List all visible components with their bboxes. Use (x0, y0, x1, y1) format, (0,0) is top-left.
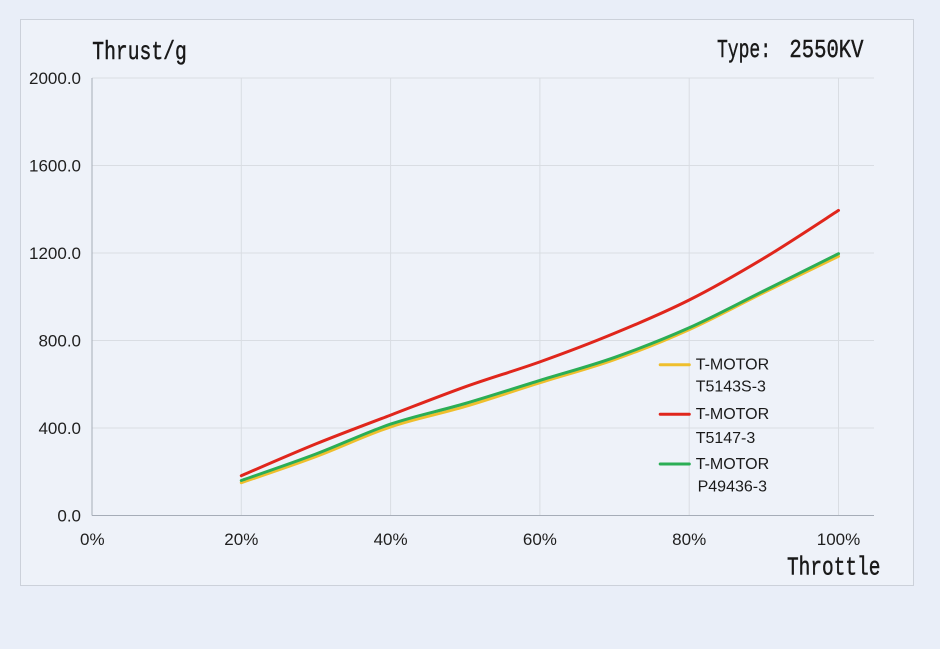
svg-text:T-MOTOR: T-MOTOR (696, 357, 769, 374)
svg-text:T5147-3: T5147-3 (696, 430, 756, 447)
svg-text:80%: 80% (672, 530, 706, 549)
svg-text:T5143S-3: T5143S-3 (696, 378, 766, 395)
svg-text:P49436-3: P49436-3 (698, 479, 767, 496)
svg-text:400.0: 400.0 (38, 419, 81, 438)
svg-text:100%: 100% (817, 530, 860, 549)
svg-text:1200.0: 1200.0 (29, 244, 81, 263)
svg-text:20%: 20% (224, 530, 258, 549)
svg-text:800.0: 800.0 (38, 332, 81, 351)
svg-text:2000.0: 2000.0 (29, 69, 81, 88)
svg-text:Type:: Type: (717, 35, 771, 65)
svg-text:40%: 40% (374, 530, 408, 549)
svg-text:Thrust/g: Thrust/g (92, 37, 187, 67)
svg-text:Throttle: Throttle (787, 553, 880, 583)
svg-text:0.0: 0.0 (57, 507, 81, 526)
svg-text:60%: 60% (523, 530, 557, 549)
svg-text:2550KV: 2550KV (789, 35, 863, 65)
svg-text:T-MOTOR: T-MOTOR (696, 406, 769, 423)
svg-text:0%: 0% (80, 530, 105, 549)
svg-text:1600.0: 1600.0 (29, 157, 81, 176)
svg-text:T-MOTOR: T-MOTOR (696, 456, 769, 473)
